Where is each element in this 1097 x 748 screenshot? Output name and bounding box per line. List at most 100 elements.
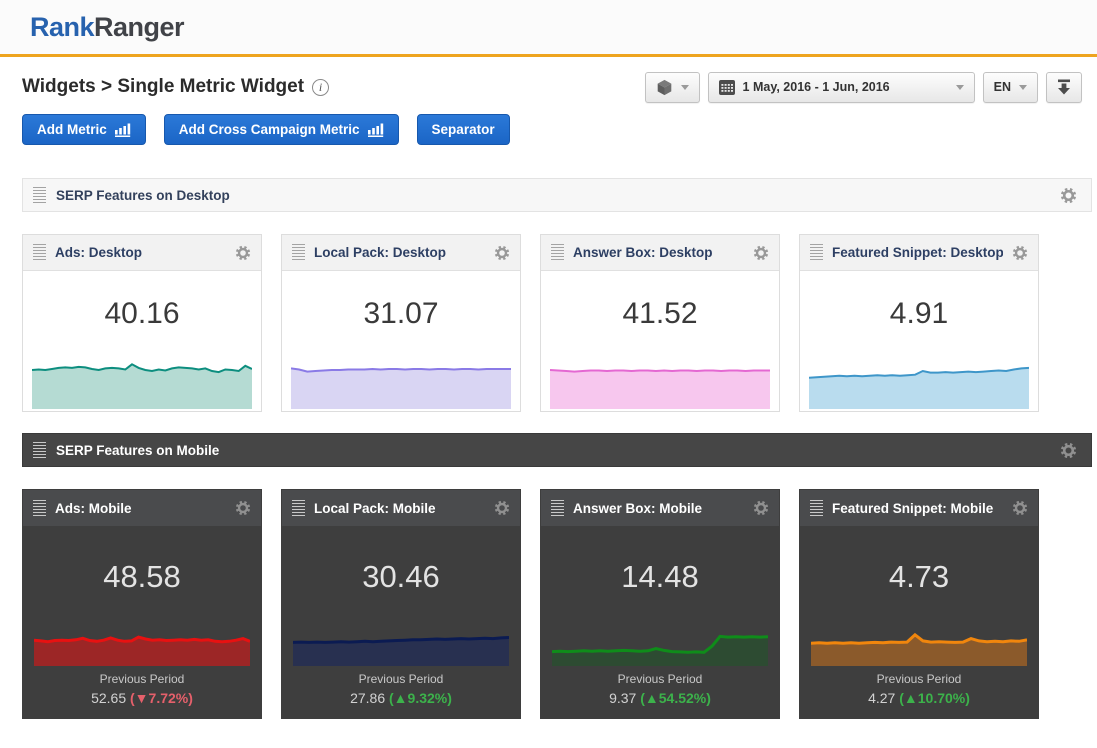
gear-icon[interactable] xyxy=(1060,442,1077,459)
breadcrumb: Widgets > Single Metric Widget i xyxy=(22,76,330,98)
sparkline-chart xyxy=(809,366,1029,409)
drag-handle-icon[interactable] xyxy=(551,499,564,517)
language-selector-button[interactable]: EN xyxy=(982,71,1038,103)
previous-period-value-row: 4.27 (▲10.70%) xyxy=(868,690,970,706)
previous-value: 4.27 xyxy=(868,690,896,706)
metric-value: 4.91 xyxy=(889,297,949,330)
bar-chart-icon xyxy=(114,123,130,137)
sparkline-chart xyxy=(811,632,1027,666)
info-icon[interactable]: i xyxy=(312,78,330,96)
previous-period-value-row: 52.65 (▼7.72%) xyxy=(91,690,193,706)
gear-icon[interactable] xyxy=(753,500,769,516)
previous-value: 52.65 xyxy=(91,690,127,706)
previous-period-block: Previous Period 9.37 (▲54.52%) xyxy=(609,666,711,718)
bar-chart-icon xyxy=(367,123,383,137)
card-body: 30.46 Previous Period 27.86 (▲9.32%) xyxy=(282,526,520,718)
drag-handle-icon[interactable] xyxy=(292,499,305,517)
drag-handle-icon[interactable] xyxy=(810,499,823,517)
download-icon xyxy=(1058,79,1070,95)
previous-period-block: Previous Period 4.27 (▲10.70%) xyxy=(868,666,970,718)
chevron-down-icon xyxy=(680,84,689,90)
section-bar-desktop: SERP Features on Desktop xyxy=(22,178,1092,212)
main-content: Widgets > Single Metric Widget i xyxy=(0,69,1097,719)
rankranger-logo[interactable]: RankRanger xyxy=(30,11,185,43)
card-body: 4.73 Previous Period 4.27 (▲10.70%) xyxy=(800,526,1038,718)
add-cross-campaign-label: Add Cross Campaign Metric xyxy=(178,122,360,137)
drag-handle-icon[interactable] xyxy=(810,244,823,261)
card-header: Featured Snippet: Desktop xyxy=(800,235,1038,271)
previous-period-label: Previous Period xyxy=(358,672,444,686)
card-title: Ads: Mobile xyxy=(55,500,132,516)
page-head-row: Widgets > Single Metric Widget i xyxy=(22,69,1092,105)
top-bar: RankRanger xyxy=(0,0,1097,57)
logo-rank: Rank xyxy=(30,11,95,42)
separator-button[interactable]: Separator xyxy=(416,114,510,145)
language-label: EN xyxy=(993,80,1011,94)
add-metric-label: Add Metric xyxy=(37,122,107,137)
gear-icon[interactable] xyxy=(235,500,251,516)
card-title: Answer Box: Desktop xyxy=(573,245,713,260)
sparkline-chart xyxy=(291,367,511,409)
metric-card-answer-box-desktop: Answer Box: Desktop 41.52 xyxy=(540,234,780,412)
gear-icon[interactable] xyxy=(494,245,510,261)
gear-icon[interactable] xyxy=(753,245,769,261)
toolbar-controls: 1 May, 2016 - 1 Jun, 2016 EN xyxy=(644,71,1092,103)
drag-handle-icon[interactable] xyxy=(33,244,46,261)
drag-handle-icon[interactable] xyxy=(33,186,46,204)
card-title: Local Pack: Desktop xyxy=(314,245,447,260)
previous-period-block: Previous Period 27.86 (▲9.32%) xyxy=(350,666,452,718)
gear-icon[interactable] xyxy=(1060,187,1077,204)
download-button[interactable] xyxy=(1046,71,1082,103)
date-range-label: 1 May, 2016 - 1 Jun, 2016 xyxy=(742,80,890,94)
metric-card-featured-snippet-mobile: Featured Snippet: Mobile 4.73 Previous P… xyxy=(799,489,1039,719)
logo-ranger: Ranger xyxy=(94,11,185,42)
card-body: 40.16 xyxy=(23,271,261,411)
date-range-picker[interactable]: 1 May, 2016 - 1 Jun, 2016 xyxy=(707,71,975,103)
card-body: 31.07 xyxy=(282,271,520,411)
chevron-down-icon xyxy=(955,84,964,90)
card-title: Featured Snippet: Desktop xyxy=(832,245,1003,260)
metric-value: 4.73 xyxy=(888,559,950,594)
card-body: 41.52 xyxy=(541,271,779,411)
drag-handle-icon[interactable] xyxy=(33,499,46,517)
metric-value: 31.07 xyxy=(363,297,439,330)
calendar-icon xyxy=(718,79,735,95)
add-metric-button[interactable]: Add Metric xyxy=(22,114,146,145)
card-title: Answer Box: Mobile xyxy=(573,500,703,516)
separator-label: Separator xyxy=(431,122,495,137)
sparkline-chart xyxy=(32,363,252,409)
sparkline-chart xyxy=(293,636,509,666)
change-percent: (▲10.70%) xyxy=(899,690,970,706)
add-cross-campaign-metric-button[interactable]: Add Cross Campaign Metric xyxy=(163,114,399,145)
card-title: Featured Snippet: Mobile xyxy=(832,500,994,516)
metric-card-local-pack-desktop: Local Pack: Desktop 31.07 xyxy=(281,234,521,412)
card-title: Local Pack: Mobile xyxy=(314,500,436,516)
metric-card-featured-snippet-desktop: Featured Snippet: Desktop 4.91 xyxy=(799,234,1039,412)
gear-icon[interactable] xyxy=(494,500,510,516)
section-title: SERP Features on Desktop xyxy=(56,187,230,203)
metric-value: 48.58 xyxy=(103,559,181,594)
card-title: Ads: Desktop xyxy=(55,245,143,260)
card-header: Local Pack: Desktop xyxy=(282,235,520,271)
drag-handle-icon[interactable] xyxy=(551,244,564,261)
card-header: Answer Box: Mobile xyxy=(541,490,779,526)
metric-card-ads-desktop: Ads: Desktop 40.16 xyxy=(22,234,262,412)
drag-handle-icon[interactable] xyxy=(292,244,305,261)
drag-handle-icon[interactable] xyxy=(33,441,46,459)
card-header: Ads: Desktop xyxy=(23,235,261,271)
gear-icon[interactable] xyxy=(1012,500,1028,516)
metric-value: 30.46 xyxy=(362,559,440,594)
section-bar-mobile: SERP Features on Mobile xyxy=(22,433,1092,467)
previous-period-label: Previous Period xyxy=(617,672,703,686)
previous-period-block: Previous Period 52.65 (▼7.72%) xyxy=(91,666,193,718)
card-body: 48.58 Previous Period 52.65 (▼7.72%) xyxy=(23,526,261,718)
card-header: Local Pack: Mobile xyxy=(282,490,520,526)
metric-card-answer-box-mobile: Answer Box: Mobile 14.48 Previous Period… xyxy=(540,489,780,719)
campaign-selector-button[interactable] xyxy=(644,71,700,103)
metric-value: 14.48 xyxy=(621,559,699,594)
mobile-cards-row: Ads: Mobile 48.58 Previous Period 52.65 … xyxy=(22,489,1092,719)
card-header: Featured Snippet: Mobile xyxy=(800,490,1038,526)
gear-icon[interactable] xyxy=(235,245,251,261)
gear-icon[interactable] xyxy=(1012,245,1028,261)
previous-period-label: Previous Period xyxy=(99,672,185,686)
